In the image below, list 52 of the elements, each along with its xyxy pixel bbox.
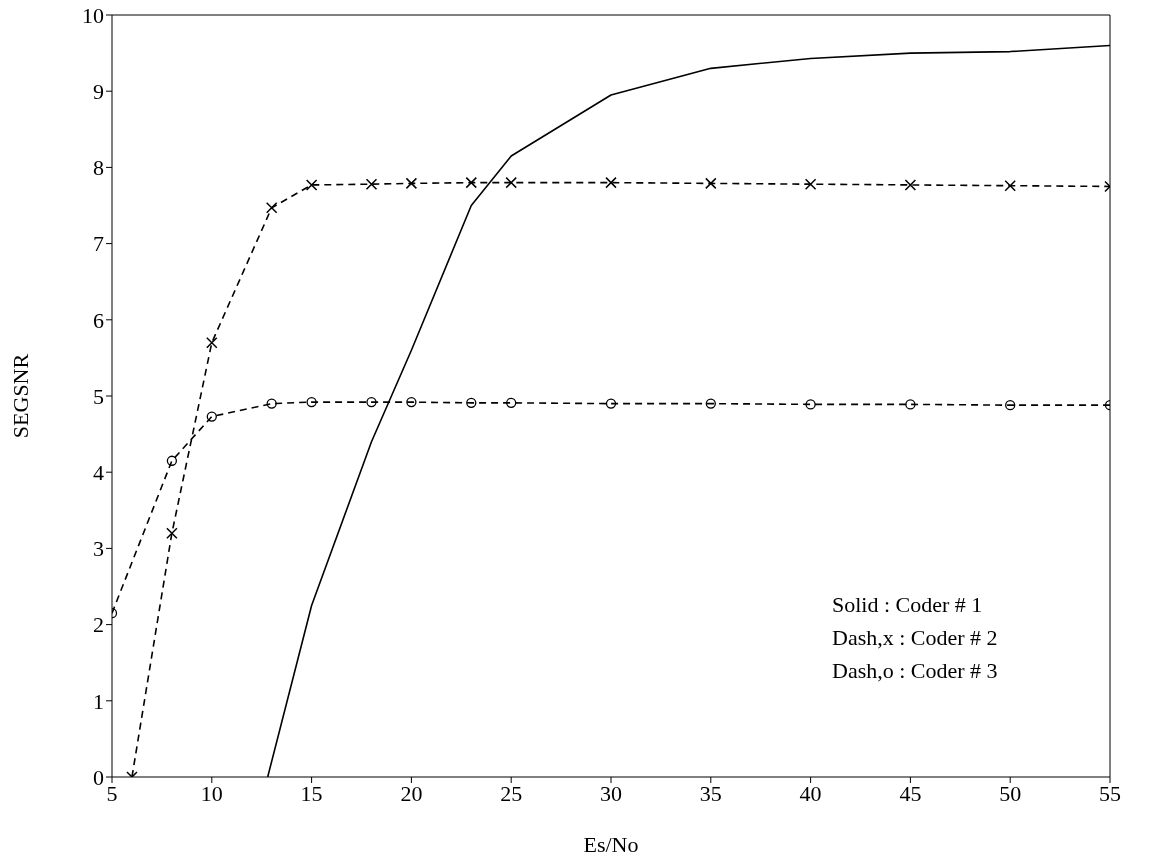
x-axis-title: Es/No [583,832,639,856]
annotation: Solid : Coder # 1 [832,591,984,619]
x-tick-label: 20 [400,780,423,806]
point [466,397,477,409]
point [206,336,218,349]
point [406,396,417,408]
point [265,202,278,214]
point [705,177,717,190]
x-tick-label: 35 [699,780,722,806]
x-tick-label: 45 [899,780,922,806]
x-tick-label: 30 [600,780,622,806]
y-tick-label: 9 [93,79,104,105]
point [804,178,817,190]
point [506,397,517,409]
point [465,176,478,189]
point [306,396,317,408]
point [366,396,377,408]
point [166,455,178,466]
point [705,398,716,409]
x-tick-label: 50 [999,780,1022,806]
y-tick-label: 0 [93,764,104,790]
y-tick-label: 5 [93,383,104,409]
y-tick-label: 3 [93,536,104,562]
y-tick-label: 8 [93,155,104,181]
point [266,398,277,409]
y-axis-title: SEGSNR [7,353,33,439]
point [605,398,617,409]
x-tick-label: 55 [1099,780,1121,806]
x-tick-label: 25 [500,780,523,806]
point [805,399,816,410]
point [365,178,378,190]
y-tick-label: 4 [93,460,104,486]
point [166,527,178,539]
point [206,411,217,422]
point [905,399,916,410]
point [1004,179,1016,192]
y-tick-label: 10 [82,2,104,28]
y-tick-label: 6 [93,307,104,333]
y-tick-label: 1 [93,688,104,714]
point [505,176,517,189]
point [605,176,617,189]
x-tick-label: 10 [200,780,223,806]
y-tick-label: 7 [93,231,104,257]
y-tick-label: 2 [93,612,104,638]
point [305,179,318,191]
annotation: Dash,x : Coder # 2 [832,624,998,652]
point [405,177,418,190]
annotation: Dash,o : Coder # 3 [832,657,998,685]
point [904,179,917,191]
point [1005,399,1016,411]
x-tick-label: 40 [799,780,822,806]
x-tick-label: 15 [300,780,323,806]
